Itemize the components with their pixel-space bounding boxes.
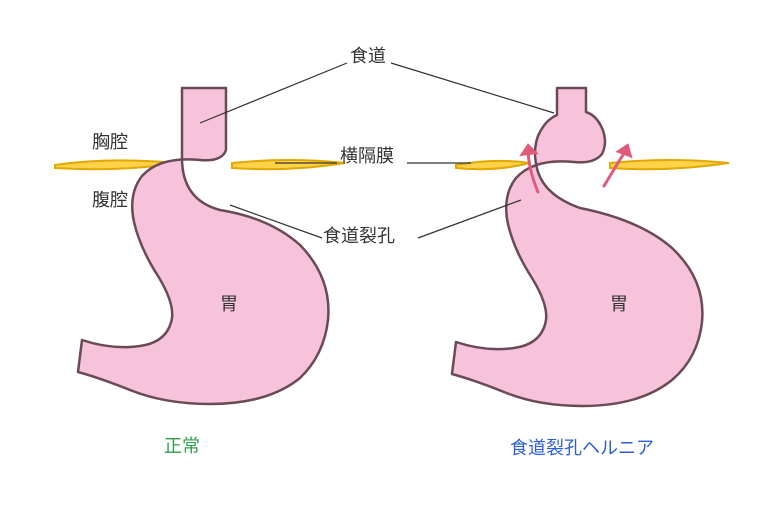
label-abdominal: 腹腔: [92, 186, 128, 212]
label-diaphragm: 横隔膜: [340, 142, 394, 168]
label-hiatus: 食道裂孔: [323, 222, 395, 248]
caption-hernia: 食道裂孔ヘルニア: [510, 434, 654, 460]
label-thoracic: 胸腔: [92, 128, 128, 154]
diaphragm-right-r: [610, 160, 729, 169]
label-stomach-left: 胃: [220, 290, 238, 316]
stomach-right: [452, 88, 702, 406]
diaphragm-left-r: [232, 160, 345, 169]
right-diagram: [452, 88, 729, 406]
label-stomach-right: 胃: [610, 290, 628, 316]
label-esophagus: 食道: [350, 42, 386, 68]
diaphragm-right-l: [456, 161, 530, 169]
caption-normal: 正常: [164, 432, 200, 458]
